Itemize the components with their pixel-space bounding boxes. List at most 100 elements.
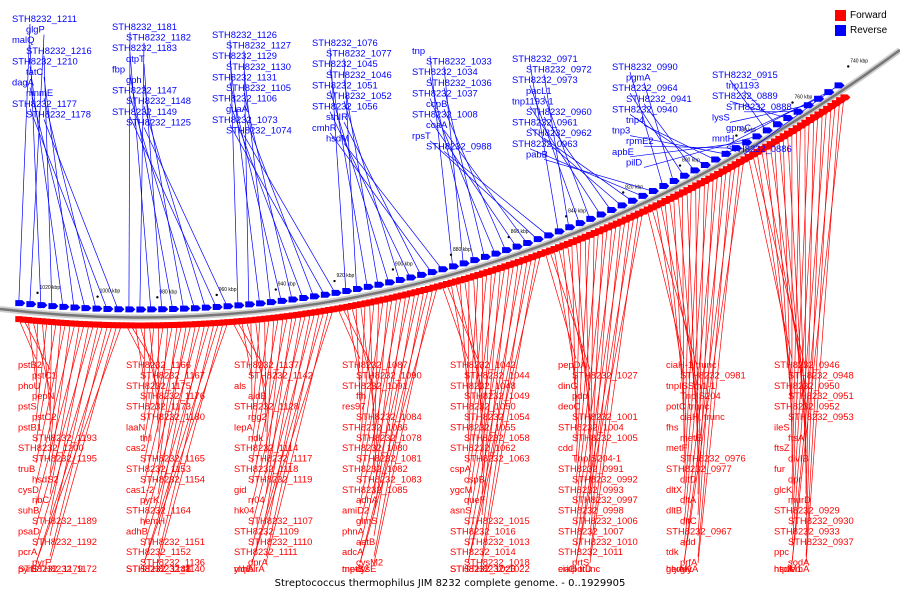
reverse-leader-line	[129, 95, 195, 309]
reverse-gene-feature	[814, 95, 825, 102]
reverse-gene-label: pgmA	[626, 72, 651, 83]
forward-leader-line	[149, 325, 159, 412]
reverse-leader-line	[429, 119, 517, 247]
reverse-gene-feature	[223, 303, 234, 310]
reverse-gene-label: gph	[126, 74, 142, 85]
forward-leader-line	[359, 286, 438, 564]
forward-leader-line	[697, 166, 732, 557]
forward-leader-line	[265, 311, 320, 557]
reverse-leader-line	[629, 135, 726, 155]
reverse-leader-line	[629, 114, 705, 166]
forward-gene-label: STH8232_0993	[558, 484, 624, 495]
reverse-gene-label: STH8232_1148	[126, 95, 191, 106]
reverse-gene-feature	[824, 89, 835, 96]
forward-leader-line	[805, 106, 832, 557]
forward-gene-label: ciaH trunc	[558, 563, 601, 574]
reverse-leader-line	[343, 79, 379, 285]
reverse-gene-feature	[245, 301, 256, 308]
forward-gene-label: STH8232_1152	[126, 546, 191, 557]
forward-gene-label: psaD	[18, 525, 40, 536]
reverse-gene-feature	[92, 305, 103, 312]
forward-gene-label: STH8232_1107	[248, 515, 313, 526]
tick-label: 760 kbp	[794, 95, 812, 101]
reverse-leader-line	[343, 143, 443, 270]
forward-gene-label: cspB	[464, 473, 485, 484]
forward-gene-label: STH8232_0953	[788, 411, 854, 422]
reverse-gene-label: STH8232_1131	[212, 71, 277, 82]
forward-gene-label: TnpIS204-1	[572, 453, 621, 464]
reverse-gene-label: STH8232_1033	[426, 56, 492, 67]
reverse-gene-label: STH8232_1046	[326, 69, 392, 80]
reverse-gene-feature	[586, 215, 597, 222]
reverse-gene-label: STH8232_0941	[626, 93, 692, 104]
forward-gene-label: STH8232_0977	[666, 463, 732, 474]
reverse-gene-feature	[190, 305, 201, 312]
forward-gene-label: ndk	[248, 432, 263, 443]
forward-gene-label: STH8232_1083	[356, 473, 422, 484]
reverse-leader-line	[543, 74, 570, 228]
forward-gene-label: STH8232_1091	[342, 380, 408, 391]
forward-leader-line	[805, 100, 840, 564]
forward-gene-label: aatB	[356, 536, 375, 547]
reverse-gene-label: STH8232_0960	[526, 106, 592, 117]
forward-leader-line	[49, 324, 99, 536]
reverse-leader-line	[128, 31, 131, 310]
reverse-leader-line	[429, 77, 475, 261]
reverse-gene-feature	[596, 211, 607, 218]
reverse-gene-label: rpmE2	[626, 135, 654, 146]
forward-leader-line	[481, 255, 537, 564]
forward-gene-label: STH8232_0997	[572, 494, 638, 505]
reverse-gene-feature	[512, 243, 523, 250]
reverse-leader-line	[529, 63, 559, 232]
reverse-gene-feature	[793, 108, 804, 115]
forward-gene-label: ygcM	[450, 484, 473, 495]
forward-leader-line	[450, 282, 469, 380]
forward-leader-line	[805, 117, 814, 516]
reverse-gene-label: cmhR	[312, 122, 337, 133]
forward-gene-label: deoC	[558, 401, 581, 412]
forward-gene-label: STH8232_1020	[450, 563, 516, 574]
forward-gene-label: glcK	[774, 484, 793, 495]
forward-leader-line	[697, 180, 705, 495]
reverse-leader-line	[43, 55, 53, 307]
forward-gene-label: STH8232_1027	[572, 369, 638, 380]
forward-gene-label: STH8232_1175	[126, 380, 191, 391]
reverse-leader-line	[229, 82, 282, 301]
forward-gene-label: cas1-2	[126, 484, 154, 495]
reverse-gene-feature	[575, 220, 586, 227]
tick-mark	[847, 65, 850, 68]
tick-mark	[156, 296, 159, 299]
forward-gene-label: cysM2	[356, 557, 383, 568]
forward-leader-line	[49, 324, 90, 516]
reverse-leader-line	[743, 90, 777, 125]
reverse-gene-feature	[554, 228, 565, 235]
reverse-gene-feature	[374, 281, 385, 288]
reverse-leader-line	[629, 71, 664, 187]
forward-leader-line	[264, 318, 267, 432]
tick-label: 1000 kbp	[100, 289, 121, 295]
reverse-leader-line	[43, 119, 119, 310]
reverse-gene-feature	[15, 300, 26, 307]
reverse-leader-line	[729, 100, 787, 119]
reverse-gene-feature	[212, 303, 223, 310]
reverse-gene-label: STH8232_1036	[426, 77, 492, 88]
tick-label: 960 kbp	[219, 287, 237, 293]
forward-leader-line	[143, 323, 201, 526]
forward-leader-line	[265, 315, 293, 495]
reverse-leader-line	[229, 103, 304, 299]
reverse-gene-feature	[638, 192, 649, 199]
reverse-gene-label: STH8232_0973	[512, 74, 578, 85]
forward-leader-line	[49, 325, 118, 564]
forward-leader-line	[35, 322, 66, 464]
forward-gene-label: STH8232_0929	[774, 505, 840, 516]
forward-gene-label: murD	[788, 494, 811, 505]
reverse-gene-label: STH8232_1076	[312, 37, 378, 48]
forward-gene-label: STH8232_1179	[18, 563, 83, 574]
tick-mark	[791, 101, 794, 104]
forward-leader-line	[791, 120, 810, 505]
forward-gene-label: dltA	[680, 494, 697, 505]
forward-gene-label: pepN	[32, 390, 54, 401]
forward-gene-label: STH8232_0930	[788, 515, 854, 526]
forward-gene-label: tnp-1	[342, 563, 363, 574]
